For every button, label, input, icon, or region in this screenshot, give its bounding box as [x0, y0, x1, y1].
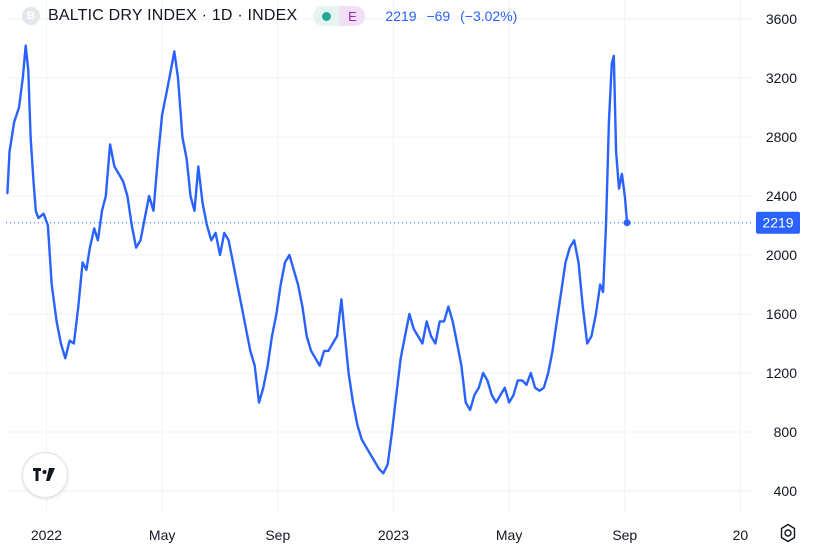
x-tick-label: Sep — [612, 527, 637, 543]
x-tick-label: May — [149, 527, 175, 543]
market-status-dot-icon[interactable] — [313, 6, 340, 26]
x-tick-label: 20 — [733, 527, 749, 543]
last-price: 2219 — [385, 8, 417, 24]
data-source-badge[interactable]: E — [339, 6, 366, 26]
price-label-text: 2219 — [762, 215, 793, 231]
symbol-title[interactable]: BALTIC DRY INDEX · 1D · INDEX — [48, 7, 298, 24]
y-tick-label: 3600 — [766, 11, 797, 27]
symbol-logo-icon: B — [22, 7, 40, 25]
status-pills[interactable]: E — [313, 6, 366, 26]
price-label-tag: 2219 — [756, 211, 800, 234]
y-tick-label: 3200 — [766, 70, 797, 86]
x-tick-label: May — [496, 527, 522, 543]
x-tick-label: 2023 — [378, 527, 409, 543]
tradingview-logo-icon[interactable] — [22, 452, 68, 498]
price-change-percent: (−3.02%) — [460, 8, 518, 24]
y-tick-label: 1600 — [766, 306, 797, 322]
x-tick-label: Sep — [265, 527, 290, 543]
price-change: −69 — [426, 8, 451, 24]
quote-readout: 2219 −69 (−3.02%) — [385, 8, 523, 24]
series-end-point — [623, 219, 631, 227]
y-tick-label: 1200 — [766, 365, 797, 381]
y-tick-label: 400 — [774, 483, 798, 499]
settings-gear-icon[interactable] — [777, 522, 799, 544]
y-tick-label: 2800 — [766, 129, 797, 145]
series-line — [6, 44, 629, 475]
y-tick-label: 2000 — [766, 247, 797, 263]
x-tick-label: 2022 — [31, 527, 62, 543]
y-tick-label: 800 — [774, 424, 798, 440]
chart-header: B BALTIC DRY INDEX · 1D · INDEX E 2219 −… — [0, 0, 523, 32]
y-tick-label: 2400 — [766, 188, 797, 204]
